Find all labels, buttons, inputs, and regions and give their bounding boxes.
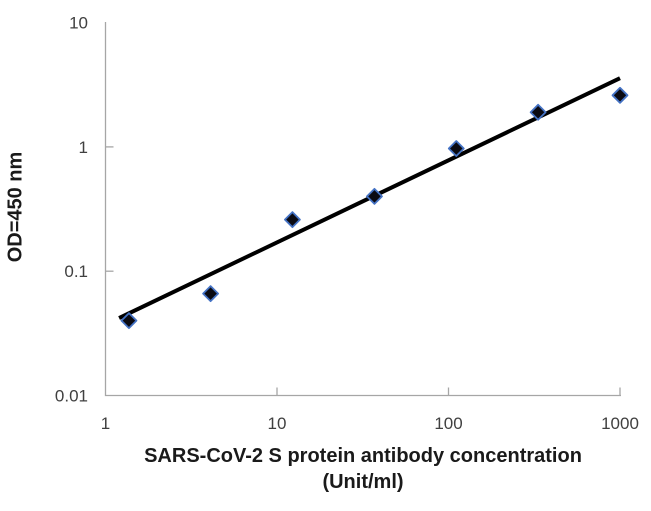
data-point-marker (529, 103, 547, 121)
data-point-marker (202, 285, 219, 303)
x-axis-title-line1: SARS-CoV-2 S protein antibody concentrat… (144, 445, 582, 467)
x-tick-label: 10 (268, 414, 287, 433)
x-axis-title-line2: (Unit/ml) (322, 471, 404, 493)
data-point-marker (447, 140, 465, 157)
axis-lines (104, 22, 621, 397)
data-point-marker (366, 187, 383, 205)
y-axis-title: OD=450 nm (4, 151, 27, 263)
data-point-marker (120, 312, 138, 330)
x-tick-label: 1 (101, 414, 110, 433)
data-point-marker (284, 211, 301, 229)
axes-layer: 1 10 100 1000 0.01 0.1 1 10 (55, 14, 639, 433)
data-point-marker (611, 86, 629, 104)
y-tick-label: 10 (69, 14, 88, 33)
series-layer (118, 76, 629, 330)
y-tick-label: 0.1 (64, 262, 88, 281)
x-tick-label: 100 (434, 414, 462, 433)
y-tick-label: 1 (79, 138, 88, 157)
x-axis-title: SARS-CoV-2 S protein antibody concentrat… (105, 443, 621, 495)
y-tick-label: 0.01 (55, 387, 88, 406)
x-tick-label: 1000 (601, 414, 639, 433)
